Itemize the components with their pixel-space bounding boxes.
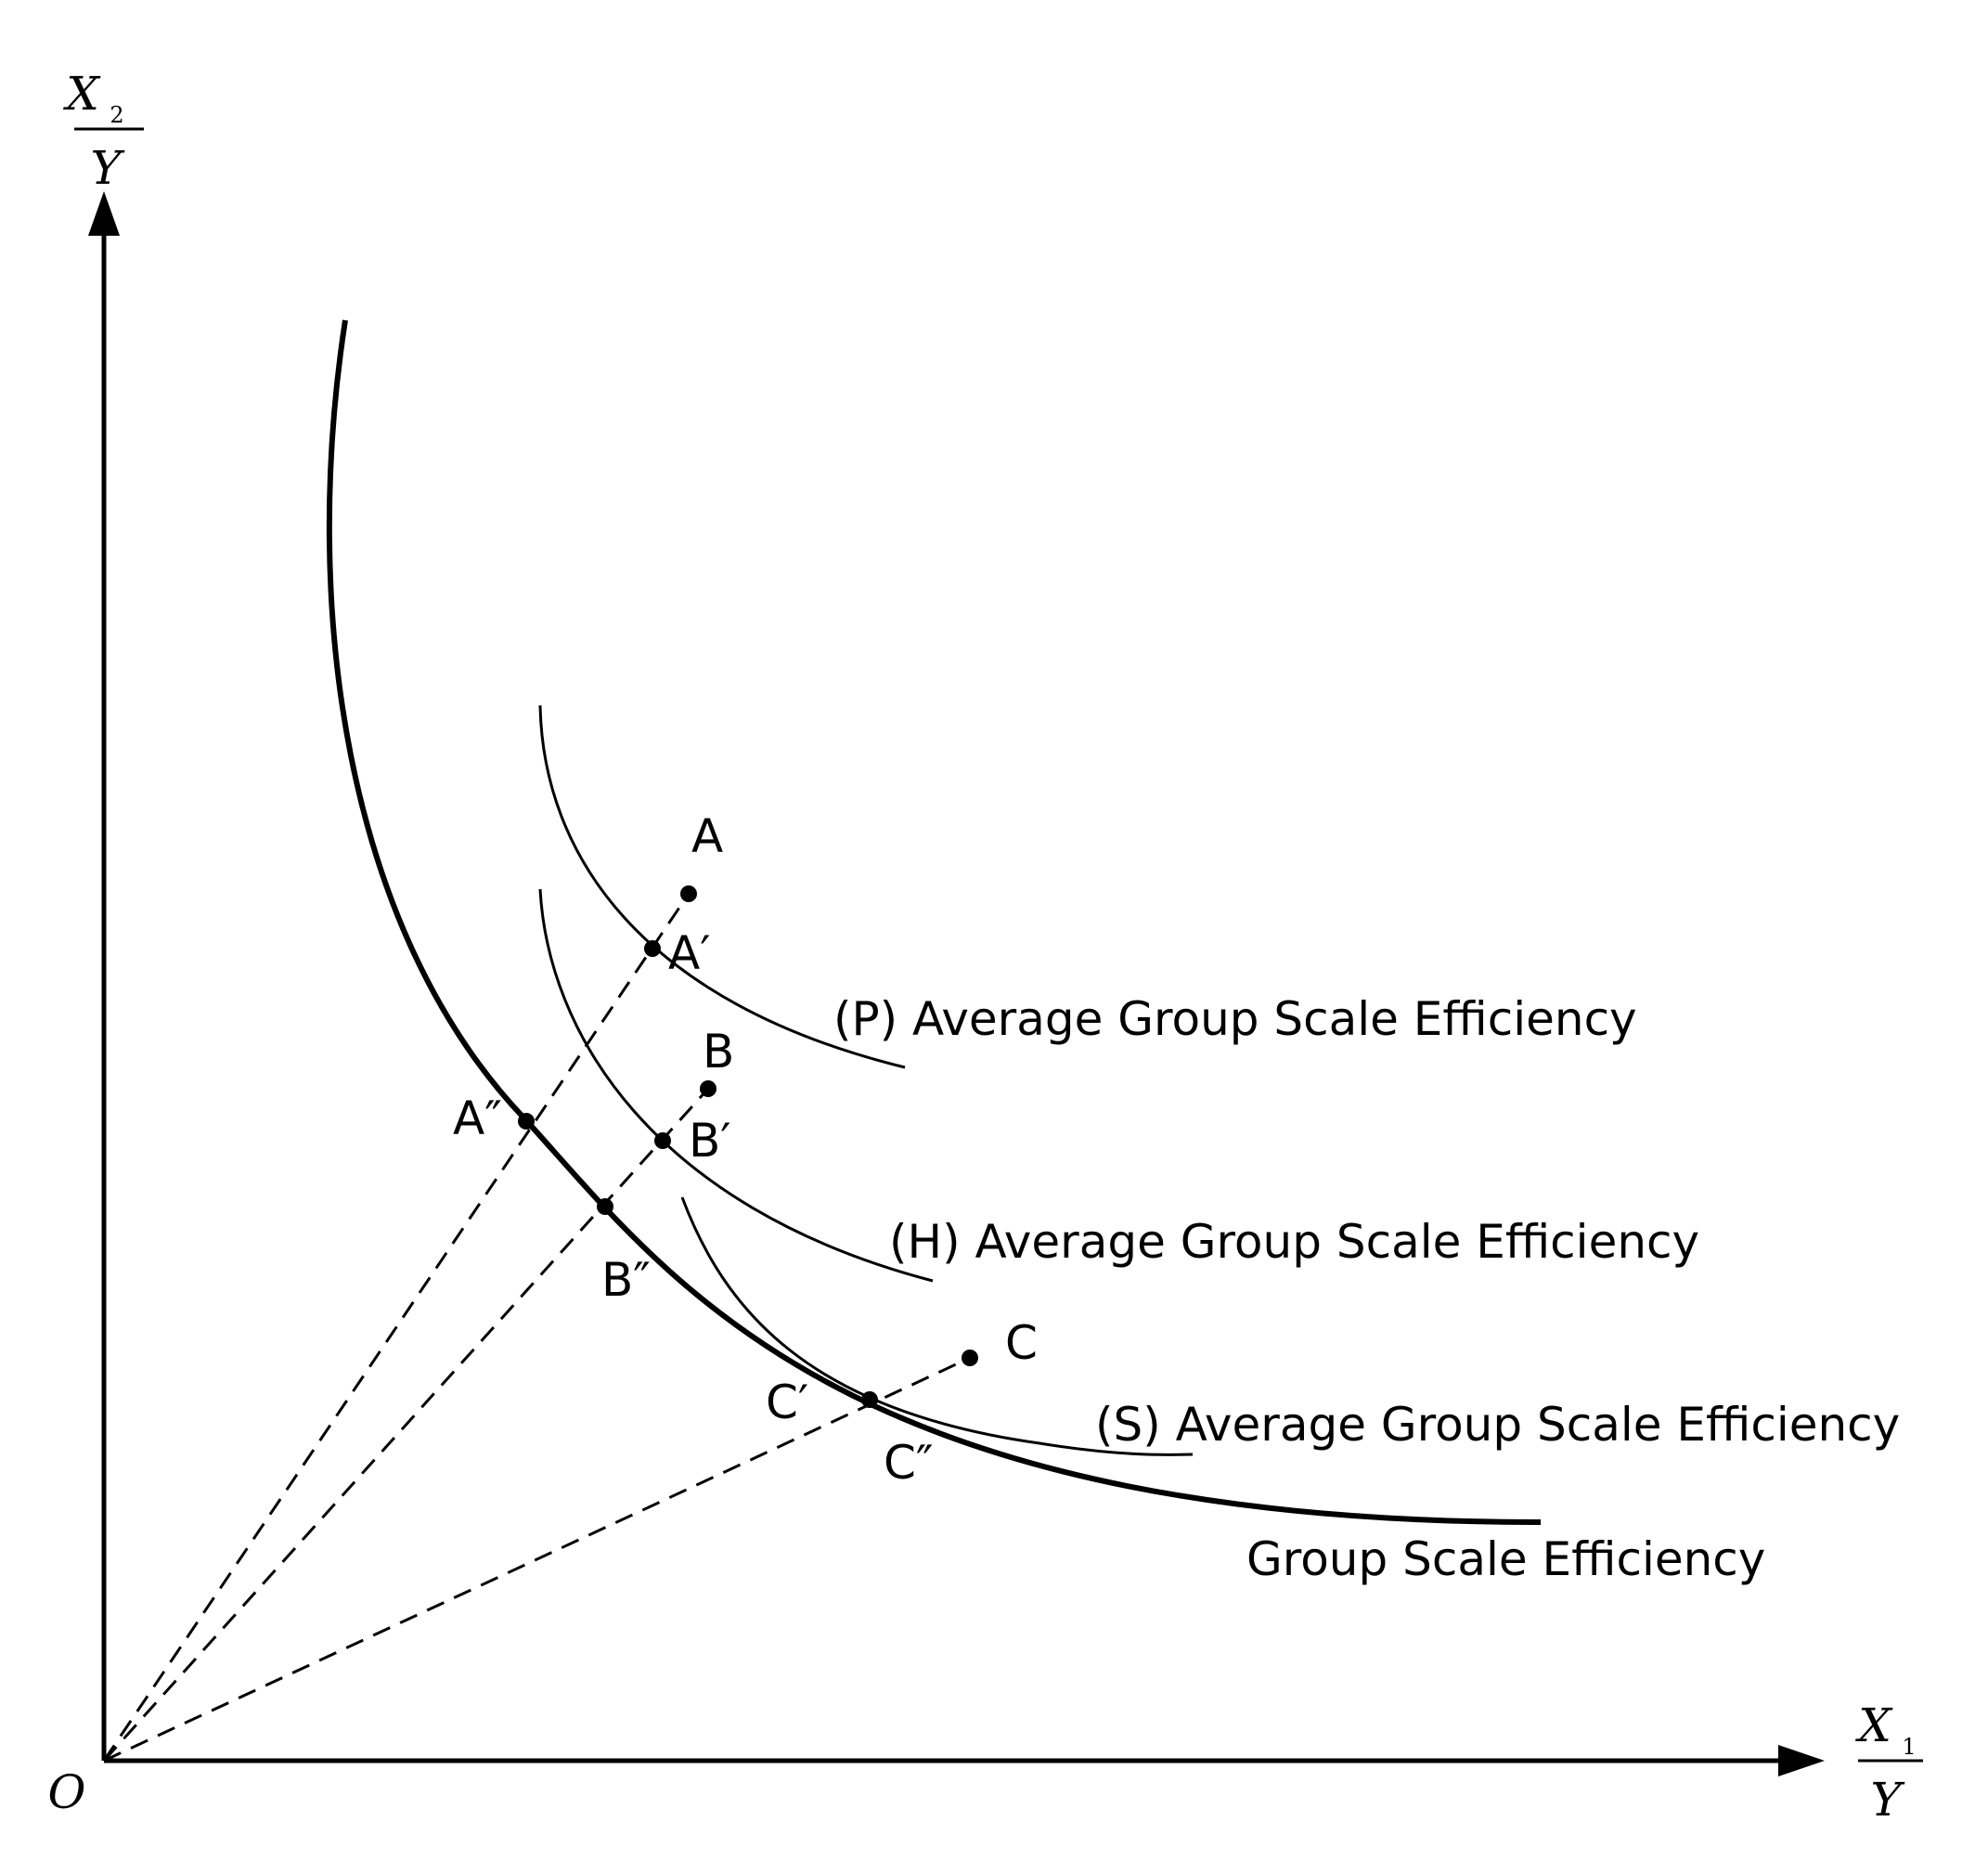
y-axis-label-numerator: X [62, 67, 101, 121]
point-c [962, 1350, 978, 1366]
s-average-curve [680, 1196, 1194, 1456]
x-axis-arrowhead [1778, 1745, 1825, 1776]
point-c-double-prime [861, 1391, 878, 1408]
ray-to-a [102, 893, 691, 1762]
h-average-curve [538, 888, 934, 1283]
origin-label: O [48, 1765, 86, 1819]
group-scale-efficiency-curve [326, 319, 1542, 1525]
point-b-double-prime-label: B″ [601, 1253, 651, 1307]
y-axis-label-subscript: 2 [110, 102, 123, 128]
p-curve-label: (P) Average Group Scale Efficiency [833, 992, 1637, 1046]
frontier-curve-label: Group Scale Efficiency [1246, 1532, 1765, 1586]
point-b-prime-label: B′ [689, 1114, 731, 1168]
point-a-prime-label: A′ [668, 926, 711, 980]
point-a-label: A [691, 809, 723, 863]
ray-to-b [102, 1087, 710, 1763]
point-a [680, 885, 697, 902]
point-c-prime-label: C′ [766, 1376, 808, 1429]
h-curve-label: (H) Average Group Scale Efficiency [889, 1215, 1699, 1269]
x-axis-label-numerator: X [1854, 1699, 1893, 1752]
point-c-label: C [1005, 1316, 1038, 1370]
point-a-double-prime [518, 1113, 535, 1130]
x-axis-label-subscript: 1 [1902, 1734, 1916, 1760]
y-axis-arrowhead [88, 191, 120, 236]
x-axis-label: X 1 Y [1854, 1699, 1923, 1827]
ray-to-c [103, 1356, 971, 1763]
point-a-prime [644, 940, 661, 957]
y-axis-label-denominator: Y [90, 141, 124, 195]
p-average-curve [538, 704, 906, 1069]
point-b-double-prime [597, 1198, 613, 1215]
point-c-double-prime-label: C″ [884, 1436, 934, 1490]
y-axis-label: X 2 Y [62, 67, 144, 195]
s-curve-label: (S) Average Group Scale Efficiency [1095, 1398, 1900, 1452]
x-axis-label-denominator: Y [1870, 1773, 1904, 1827]
point-b [700, 1080, 716, 1097]
point-b-prime [654, 1132, 671, 1149]
point-a-double-prime-label: A″ [453, 1092, 502, 1145]
point-b-label: B [703, 1025, 734, 1079]
